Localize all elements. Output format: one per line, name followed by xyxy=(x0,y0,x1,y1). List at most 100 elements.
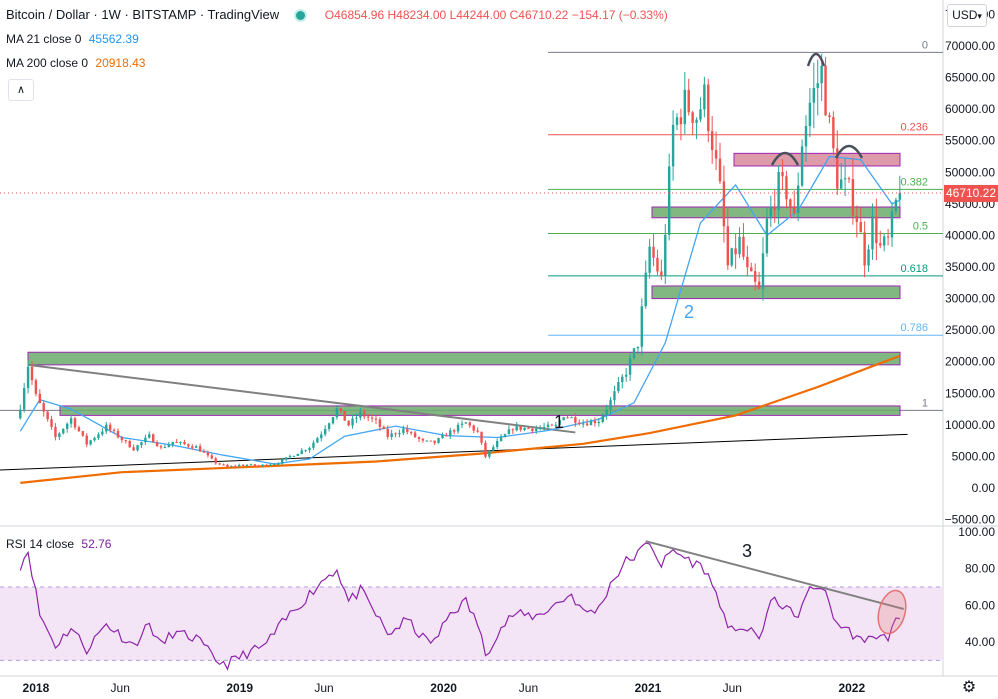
candle-body xyxy=(675,117,679,125)
candle-body xyxy=(437,438,440,443)
candle-body xyxy=(578,422,581,425)
candle-body xyxy=(167,444,171,448)
candle-body xyxy=(292,455,296,457)
candle-body xyxy=(839,179,843,189)
annotation-label: 3 xyxy=(742,541,752,561)
rsi-legend[interactable]: RSI 14 close 52.76 xyxy=(6,537,111,551)
currency-label: USD xyxy=(952,8,978,22)
candle-body xyxy=(97,434,100,438)
ohlc-low: L44244.00 xyxy=(449,8,507,22)
collapse-legend-button[interactable]: ∧ xyxy=(8,79,34,101)
candle-body xyxy=(601,415,604,422)
ohlc-open: O46854.96 xyxy=(324,8,385,22)
symbol-title[interactable]: Bitcoin / Dollar · 1W · BITSTAMP · Tradi… xyxy=(6,7,280,22)
candle-body xyxy=(734,248,737,255)
candle-body xyxy=(163,447,167,449)
candle-body xyxy=(894,199,898,212)
candle-body xyxy=(632,348,636,359)
candle-body xyxy=(194,446,198,448)
candle-body xyxy=(81,431,85,436)
fib-level-label: 0.618 xyxy=(900,263,928,275)
candle-body xyxy=(750,267,753,272)
candle-body xyxy=(644,272,647,307)
candle-body xyxy=(421,438,425,441)
candle-body xyxy=(472,425,475,431)
price-axis-label: 25000.00 xyxy=(945,323,995,337)
candle-body xyxy=(77,427,81,432)
candle-body xyxy=(312,442,315,448)
candle-body xyxy=(128,440,131,448)
candle-body xyxy=(73,418,77,428)
candle-body xyxy=(562,417,565,421)
fib-level-label: 1 xyxy=(922,397,928,409)
chevron-down-icon: ▾ xyxy=(977,11,982,21)
candle-body xyxy=(214,458,217,464)
time-axis-label: 2022 xyxy=(838,681,865,695)
ohlc-change: −154.17 (−0.33%) xyxy=(571,8,668,22)
candle-body xyxy=(581,423,585,425)
annotation-label: 2 xyxy=(684,302,694,322)
candle-body xyxy=(710,131,714,151)
candle-body xyxy=(245,464,249,466)
candle-body xyxy=(570,417,573,419)
candle-body xyxy=(820,65,823,84)
candle-body xyxy=(492,447,495,451)
ma21-legend[interactable]: MA 21 close 0 45562.39 xyxy=(6,32,139,46)
candle-body xyxy=(417,437,421,439)
candle-body xyxy=(382,426,386,429)
candle-body xyxy=(589,420,593,426)
ohlc-close: C46710.22 xyxy=(509,8,569,22)
candle-body xyxy=(58,433,61,438)
candle-body xyxy=(550,424,554,426)
rsi-axis-label: 80.00 xyxy=(965,562,995,576)
candle-body xyxy=(136,445,139,451)
candle-body xyxy=(30,366,34,381)
candle-body xyxy=(327,423,331,429)
candle-body xyxy=(363,411,366,417)
support-resistance-zone xyxy=(651,206,901,219)
rsi-label: RSI 14 close xyxy=(6,537,75,551)
ma21-value: 45562.39 xyxy=(88,32,139,46)
candle-body xyxy=(707,84,710,132)
fib-level-label: 0.5 xyxy=(913,221,928,233)
candle-body xyxy=(425,440,429,442)
candle-body xyxy=(593,420,597,424)
candle-body xyxy=(828,115,831,118)
ma200-legend[interactable]: MA 200 close 0 20918.43 xyxy=(6,56,145,70)
candle-body xyxy=(757,281,761,289)
candle-body xyxy=(359,411,362,418)
pattern-arc xyxy=(806,52,826,67)
settings-button[interactable]: ⚙ xyxy=(960,679,978,697)
candle-body xyxy=(19,409,22,419)
candle-body xyxy=(542,427,546,429)
candle-body xyxy=(879,243,882,246)
candle-body xyxy=(640,306,644,347)
candle-body xyxy=(206,452,210,456)
time-axis-label: Jun xyxy=(314,681,333,695)
candle-body xyxy=(789,199,792,208)
rsi-axis-label: 40.00 xyxy=(965,635,995,649)
candle-body xyxy=(867,249,870,266)
current-price-label: 46710.22 xyxy=(944,185,998,202)
candle-body xyxy=(445,435,448,437)
candle-body xyxy=(370,417,374,419)
candle-body xyxy=(42,403,45,412)
candle-body xyxy=(683,89,687,125)
time-axis-label: Jun xyxy=(519,681,538,695)
candle-body xyxy=(714,150,718,159)
price-axis-label: 0.00 xyxy=(972,481,996,495)
candle-body xyxy=(366,416,370,418)
candle-body xyxy=(26,366,30,389)
time-axis-label: 2021 xyxy=(635,681,662,695)
candle-body xyxy=(124,440,128,442)
candle-body xyxy=(499,437,503,442)
currency-select[interactable]: USD▾ xyxy=(947,4,987,27)
candle-body xyxy=(538,428,542,430)
trendline xyxy=(0,433,908,471)
candle-body xyxy=(836,148,839,189)
candle-body xyxy=(761,253,765,289)
candle-body xyxy=(331,417,335,424)
candle-body xyxy=(179,441,182,443)
candle-body xyxy=(769,206,773,219)
